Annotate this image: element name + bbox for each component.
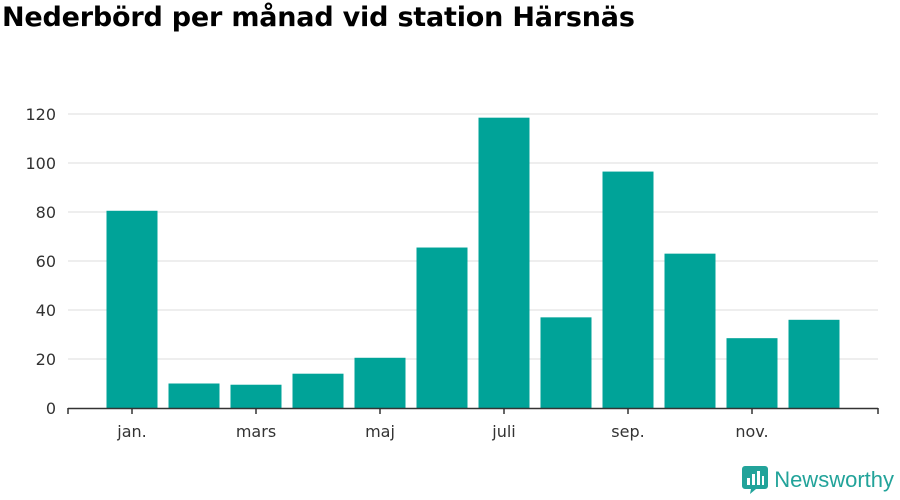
bar-3 [292,373,344,408]
y-tick-label-60: 60 [36,252,56,271]
x-tick-label-10: nov. [735,422,768,441]
x-tick-label-0: jan. [116,422,146,441]
bar-7 [540,317,592,408]
x-axis [67,407,879,414]
grid-lines [68,113,878,360]
bar-4 [354,357,406,408]
y-tick-label-80: 80 [36,203,56,222]
x-tick-label-8: sep. [611,422,644,441]
bar-6 [478,117,530,409]
bar-0 [106,210,158,408]
brand-name: Newsworthy [774,467,894,492]
x-tick-label-4: maj [365,422,395,441]
bar-8 [602,171,654,408]
x-tick-label-2: mars [236,422,276,441]
bars [106,117,840,409]
bar-10 [726,338,778,408]
bar-1 [168,383,220,408]
bar-2 [230,384,282,408]
chart-title: Nederbörd per månad vid station Härsnäs [2,2,635,33]
bar-9 [664,253,716,408]
y-tick-label-100: 100 [25,154,56,173]
y-tick-label-40: 40 [36,301,56,320]
y-tick-label-20: 20 [36,350,56,369]
tick-labels: 0 20 40 60 80 100 120 jan. mars maj juli sep. nov. [25,105,768,441]
bar-11 [788,319,840,408]
y-tick-label-0: 0 [46,399,56,418]
newsworthy-brand: Newsworthy [742,466,894,494]
y-tick-label-120: 120 [25,105,56,124]
bar-5 [416,247,468,408]
newsworthy-logo-icon [742,466,769,494]
x-tick-label-6: juli [491,422,515,441]
